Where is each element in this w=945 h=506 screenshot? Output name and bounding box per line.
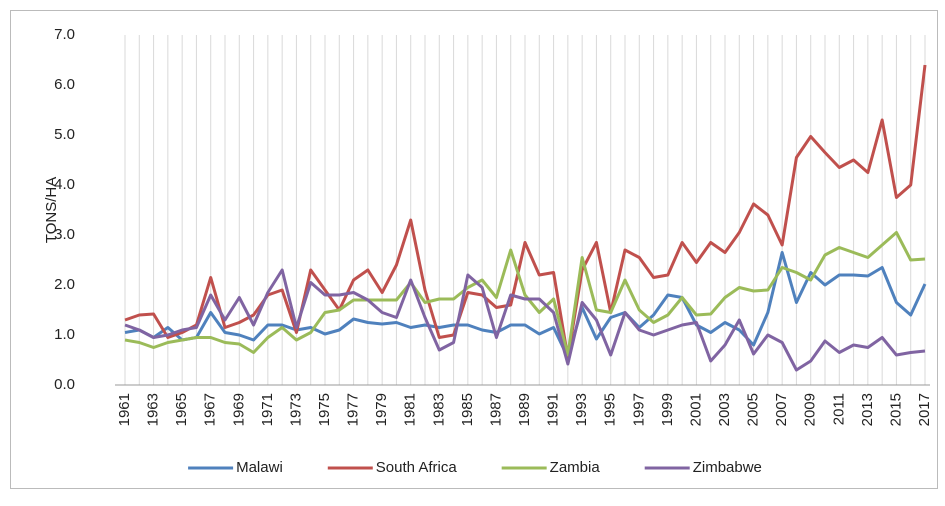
- x-tick-label: 1969: [230, 393, 247, 426]
- x-tick-label: 1983: [430, 393, 447, 426]
- x-tick-label: 1999: [659, 393, 676, 426]
- x-tick-label: 2013: [859, 393, 876, 426]
- x-tick-label: 2011: [830, 393, 847, 425]
- series-line: [124, 268, 926, 372]
- legend-label: Zimbabwe: [693, 459, 762, 476]
- x-tick-label: 1961: [116, 393, 133, 426]
- x-tick-label: 2015: [887, 393, 904, 426]
- x-tick-label: 1965: [173, 393, 190, 426]
- y-tick-label: 3.0: [54, 226, 75, 243]
- x-tick-label: 1993: [573, 393, 590, 426]
- chart-border: [10, 10, 938, 489]
- x-tick-label: 1973: [287, 393, 304, 426]
- x-tick-label: 1967: [202, 393, 219, 426]
- legend-label: Malawi: [236, 459, 283, 476]
- x-tick-label: 1963: [145, 393, 162, 426]
- y-tick-label: 7.0: [54, 26, 75, 43]
- series-line: [124, 231, 926, 357]
- x-tick-label: 2001: [687, 393, 704, 426]
- x-tick-label: 2017: [916, 393, 933, 426]
- x-tick-label: 1985: [459, 393, 476, 426]
- y-tick-label: 6.0: [54, 76, 75, 93]
- x-tick-label: 1987: [487, 393, 504, 426]
- x-tick-label: 2005: [745, 393, 762, 426]
- y-tick-label: 0.0: [54, 376, 75, 393]
- x-tick-label: 1981: [402, 393, 419, 426]
- y-axis-label: TONS/HA: [43, 177, 60, 243]
- y-tick-label: 2.0: [54, 276, 75, 293]
- series-line: [124, 251, 927, 359]
- legend-label: Zambia: [550, 459, 601, 476]
- y-tick-label: 5.0: [54, 126, 75, 143]
- y-tick-label: 4.0: [54, 176, 75, 193]
- legend-label: South Africa: [376, 459, 458, 476]
- x-tick-label: 1971: [259, 393, 276, 426]
- x-tick-label: 1979: [373, 393, 390, 426]
- x-tick-label: 2003: [716, 393, 733, 426]
- x-tick-label: 1991: [545, 393, 562, 426]
- x-tick-label: 2007: [773, 393, 790, 426]
- x-tick-label: 1975: [316, 393, 333, 426]
- series-line: [124, 64, 927, 359]
- x-tick-label: 1977: [345, 393, 362, 426]
- x-tick-label: 2009: [802, 393, 819, 426]
- x-tick-label: 1997: [630, 393, 647, 426]
- x-tick-label: 1995: [602, 393, 619, 426]
- x-tick-label: 1989: [516, 393, 533, 426]
- y-tick-label: 1.0: [54, 326, 75, 343]
